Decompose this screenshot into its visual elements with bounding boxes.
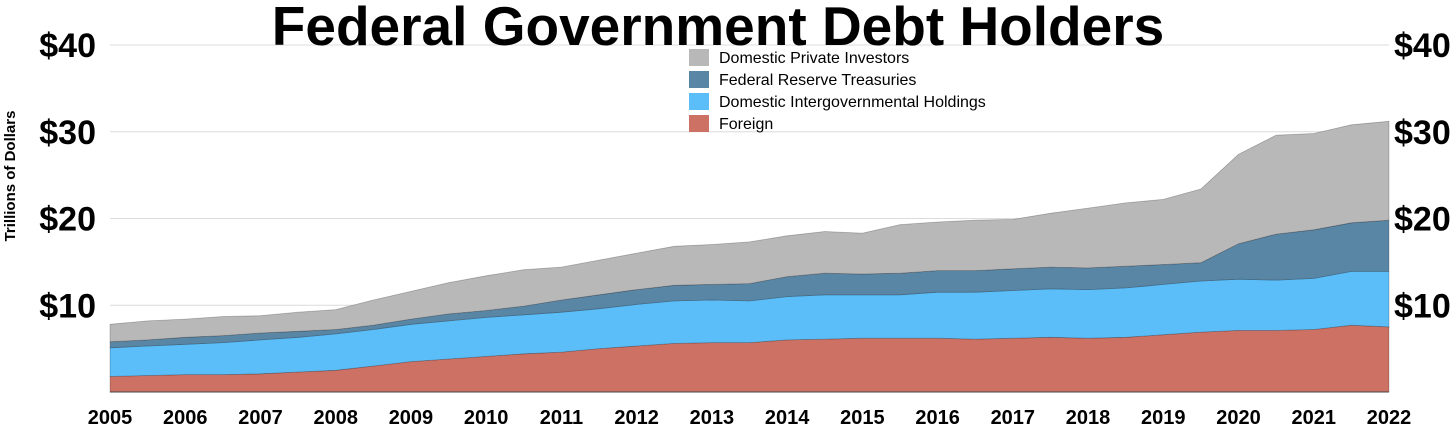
axes: 2005 2006 2007 2008 2009 2010 2011 2012 2013 2014… (39, 27, 1450, 429)
y-tick-label-right: $20 (1394, 201, 1451, 239)
legend-label-federal-reserve-treasuries: Federal Reserve Treasuries (719, 72, 916, 89)
y-tick-label-left: $10 (39, 287, 96, 325)
stacked-areas (109, 120, 1390, 393)
x-tick-label: 2012 (614, 407, 659, 429)
x-tick-label: 2011 (540, 407, 583, 429)
x-tick-label: 2017 (991, 407, 1036, 429)
y-tick-label-right: $40 (1394, 27, 1451, 65)
y-tick-label-right: $10 (1394, 287, 1451, 325)
x-tick-label: 2014 (765, 407, 810, 429)
y-tick-label-left: $30 (39, 114, 96, 152)
x-tick-label: 2006 (163, 407, 208, 429)
legend-label-domestic-intergovernmental-holdings: Domestic Intergovernmental Holdings (719, 94, 986, 111)
x-tick-label: 2007 (238, 407, 283, 429)
x-tick-label: 2010 (464, 407, 509, 429)
x-tick-label: 2016 (915, 407, 960, 429)
y-tick-label-right: $30 (1394, 114, 1451, 152)
legend: Domestic Private Investors Federal Reserv… (689, 49, 986, 133)
y-axis-label: Trillions of Dollars (2, 111, 19, 242)
x-tick-label: 2013 (690, 407, 735, 429)
x-tick-label: 2022 (1367, 407, 1412, 429)
legend-label-foreign: Foreign (719, 116, 773, 133)
area-domestic-private-investors (109, 120, 1390, 343)
y-tick-label-left: $20 (39, 201, 96, 239)
x-tick-label: 2005 (88, 407, 133, 429)
legend-swatch-domestic-private-investors (689, 49, 709, 66)
x-tick-label: 2009 (389, 407, 434, 429)
x-tick-label: 2020 (1216, 407, 1261, 429)
x-tick-label: 2018 (1066, 407, 1111, 429)
area-domestic-intergovernmental-holdings (109, 271, 1390, 377)
legend-swatch-foreign (689, 115, 709, 132)
chart-title: Federal Government Debt Holders (272, 0, 1164, 57)
legend-swatch-federal-reserve-treasuries (689, 71, 709, 88)
x-tick-label: 2019 (1141, 407, 1186, 429)
legend-label-domestic-private-investors: Domestic Private Investors (719, 50, 909, 67)
legend-swatch-domestic-intergovernmental-holdings (689, 93, 709, 110)
x-tick-label: 2021 (1292, 407, 1337, 429)
x-tick-label: 2008 (313, 407, 358, 429)
y-tick-label-left: $40 (39, 27, 96, 65)
x-tick-label: 2015 (840, 407, 885, 429)
